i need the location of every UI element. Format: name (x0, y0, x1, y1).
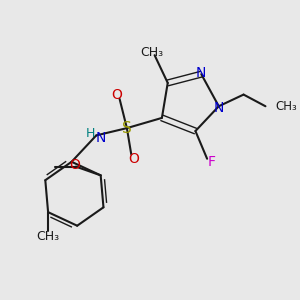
Text: N: N (95, 131, 106, 145)
Text: N: N (196, 66, 206, 80)
Text: CH₃: CH₃ (276, 100, 297, 113)
Text: O: O (111, 88, 122, 102)
Text: H: H (85, 128, 95, 140)
Text: O: O (69, 158, 80, 172)
Text: O: O (129, 152, 140, 166)
Text: CH₃: CH₃ (37, 230, 60, 244)
Text: S: S (122, 121, 132, 136)
Text: F: F (208, 155, 215, 169)
Text: N: N (214, 101, 224, 115)
Text: CH₃: CH₃ (140, 46, 163, 59)
